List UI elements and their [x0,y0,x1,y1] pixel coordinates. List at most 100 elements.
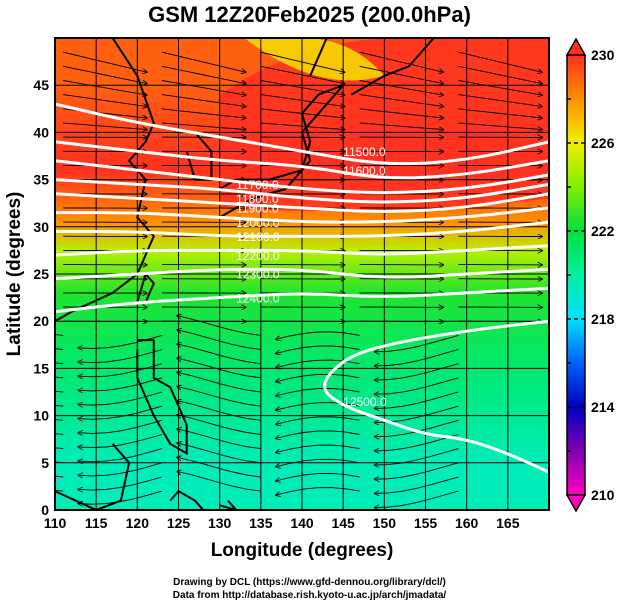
contour-label: 12300.0 [236,268,280,282]
credit-data: Data from http://database.rish.kyoto-u.a… [172,590,447,601]
streamline [359,94,444,107]
streamline [374,391,459,408]
colorbar-tick-label: 218 [591,311,615,327]
contour-12000 [55,206,549,224]
chart-title: GSM 12Z20Feb2025 (200.0hPa) [148,2,471,27]
streamline [374,334,459,351]
contour-label: 11800.0 [236,192,279,206]
x-tick-label: 110 [44,515,67,531]
streamline [78,363,163,377]
streamline [161,80,246,96]
contour-11800 [55,178,549,204]
streamline [276,373,360,382]
colorbar-extend-max [565,37,587,56]
contour-12300 [55,267,549,281]
contour-11900 [55,192,549,213]
y-tick-label: 5 [41,455,49,471]
streamline [78,349,163,363]
streamline [276,444,360,453]
x-tick-label: 125 [167,515,191,531]
streamline [374,349,459,366]
streamline [78,434,163,448]
streamline [78,391,163,405]
streamline [177,401,261,421]
contour-label: 11900.0 [236,202,279,216]
coastline [219,84,344,219]
streamline [177,443,261,464]
x-tick-label: 115 [85,515,108,531]
contour-label: 12400.0 [236,291,280,305]
streamline [276,345,360,354]
streamline [55,489,64,492]
streamline [276,487,360,496]
streamline [359,122,444,130]
y-tick-label: 45 [33,77,49,93]
colorbar-tick-label: 230 [591,47,615,63]
streamline [359,108,444,118]
colorbar-tick-label: 222 [591,223,615,239]
contour-11600 [55,140,549,180]
colorbar-tick-label: 214 [591,399,615,415]
streamline [55,475,64,478]
coastline [309,38,328,77]
streamline [276,416,360,425]
streamline [78,476,163,490]
cool-region-north [244,38,385,81]
credit-drawing: Drawing by DCL (https://www.gfd-dennou.o… [173,577,446,588]
colorbar-extend-min [565,494,587,513]
x-tick-label: 120 [126,515,150,531]
coastline [219,499,238,510]
x-tick-label: 135 [249,515,273,531]
streamline [55,447,64,450]
streamline [55,362,64,365]
contour-label: 12100.0 [236,230,280,244]
streamline [260,94,345,107]
y-tick-label: 30 [33,219,49,235]
y-tick-label: 10 [33,408,49,424]
colorbar-tick-label: 226 [591,135,615,151]
streamline [55,404,64,407]
streamline [177,344,261,365]
streamline [276,331,360,340]
streamline [276,388,360,397]
streamline [177,415,261,435]
streamline [78,419,163,433]
streamline [177,386,261,407]
streamline [276,402,360,411]
streamline [374,377,459,394]
streamline [78,448,163,462]
plot-frame [54,37,550,511]
x-tick-label: 145 [331,515,355,531]
streamline [177,471,261,492]
streamline [63,65,147,83]
streamline [374,434,459,451]
streamline [177,316,261,336]
streamline [374,462,459,479]
streamline [55,376,64,379]
coastline [136,271,155,303]
x-tick-label: 150 [373,515,397,531]
streamline [177,358,261,379]
y-tick-label: 0 [41,502,49,518]
streamline [276,430,360,439]
streamline [78,405,163,419]
streamline [359,65,444,83]
contour-12400 [55,286,549,314]
streamline [78,377,163,391]
contour-label: 11500.0 [343,145,386,159]
coastline [169,489,204,510]
streamline [177,429,261,450]
contour-label: 12000.0 [236,216,280,230]
y-axis-label: Latitude (degrees) [4,192,25,357]
contour-11500 [55,102,549,166]
y-tick-label: 40 [33,124,49,140]
streamline [55,461,64,464]
contour-12200 [55,244,549,257]
contour-label: 12500.0 [343,395,387,409]
streamline [161,122,246,130]
streamline [458,51,542,72]
streamline [359,51,444,72]
x-tick-label: 140 [290,515,314,531]
y-tick-labels: 0 5 10 15 20 25 30 35 40 45 [33,77,49,518]
